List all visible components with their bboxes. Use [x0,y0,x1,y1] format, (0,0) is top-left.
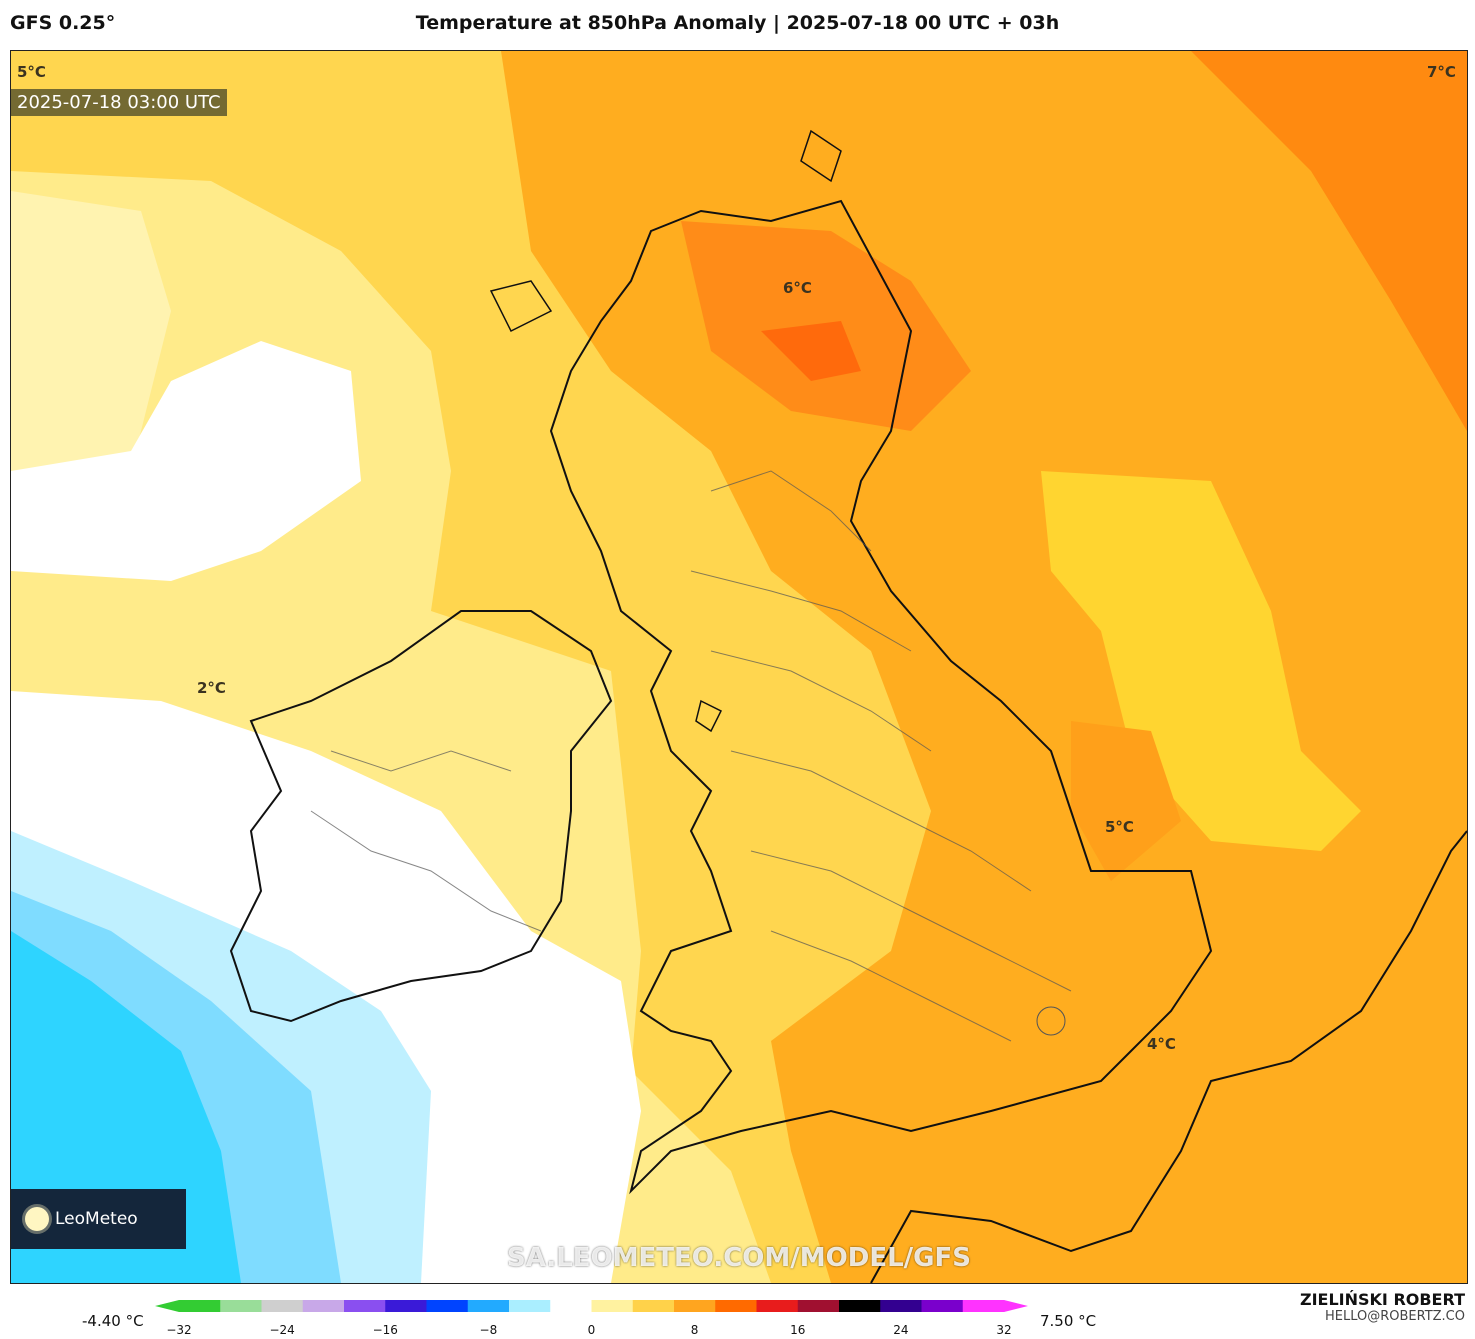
colorbar-segment [591,1300,634,1312]
colorbar-segment [509,1300,551,1312]
colorbar-tick-label: 16 [790,1323,806,1337]
colorbar-segment [179,1300,221,1312]
colorbar-max-label: 7.50 °C [1040,1312,1097,1330]
colorbar-tick-label: 32 [996,1323,1012,1337]
colorbar-segment [344,1300,386,1312]
author-name: ZIELIŃSKI ROBERT [1299,1290,1465,1309]
colorbar-tick-label: 0 [587,1323,596,1337]
contour-label-5c-east: 5°C [1105,818,1134,836]
colorbar-segment [550,1300,592,1312]
author-email: HELLO@ROBERTZ.CO [1324,1309,1465,1324]
colorbar-segment [797,1300,840,1312]
model-name: GFS 0.25° [10,12,116,34]
colorbar-segment [839,1300,881,1312]
colorbar-gradient [155,1300,1028,1312]
map-panel: 2025-07-18 03:00 UTC 5°C 7°C 6°C 2°C 5°C… [10,50,1468,1284]
colorbar-segment [756,1300,799,1312]
colorbar-tick-label: −16 [372,1323,398,1337]
colorbar-min-label: -4.40 °C [82,1312,144,1330]
contour-label-6c: 6°C [783,279,812,297]
brand-text: LeoMeteo [55,1209,138,1229]
source-url: SA.LEOMETEO.COM/MODEL/GFS [507,1243,971,1273]
author-credit: ZIELIŃSKI ROBERT HELLO@ROBERTZ.CO [1300,1290,1465,1324]
colorbar: -4.40 °C −32 −24 −16 −8 0 8 16 24 32 7.50 °C [0,1290,1475,1339]
colorbar-segment [467,1300,510,1312]
contour-label-5c-nw: 5°C [17,63,46,81]
colorbar-tip-left [155,1300,179,1312]
colorbar-segment [220,1300,262,1312]
colorbar-ticks: −32 −24 −16 −8 0 8 16 24 32 [155,1323,1028,1339]
contour-label-2c: 2°C [197,679,226,697]
sun-icon [25,1207,49,1231]
colorbar-tick-label: 24 [893,1323,909,1337]
colorbar-segment [385,1300,427,1312]
contour-label-4c: 4°C [1147,1035,1176,1053]
colorbar-segment [261,1300,304,1312]
colorbar-segment [715,1300,757,1312]
colorbar-segment [880,1300,922,1312]
colorbar-tick-label: 8 [690,1323,699,1337]
temperature-anomaly-map [11,51,1467,1283]
leometeo-logo: LeoMeteo [11,1189,186,1249]
colorbar-segment [632,1300,675,1312]
colorbar-tick-label: −24 [269,1323,295,1337]
colorbar-segment [962,1300,1005,1312]
colorbar-tick-label: −32 [166,1323,192,1337]
colorbar-segment [426,1300,469,1312]
chart-title: Temperature at 850hPa Anomaly | 2025-07-… [415,12,1060,34]
colorbar-segment [302,1300,345,1312]
colorbar-segment [674,1300,716,1312]
valid-time-label: 2025-07-18 03:00 UTC [11,89,227,116]
colorbar-segment [921,1300,964,1312]
colorbar-tip-right [1004,1300,1028,1312]
colorbar-tick-label: −8 [479,1323,498,1337]
contour-label-7c-ne: 7°C [1427,63,1456,81]
